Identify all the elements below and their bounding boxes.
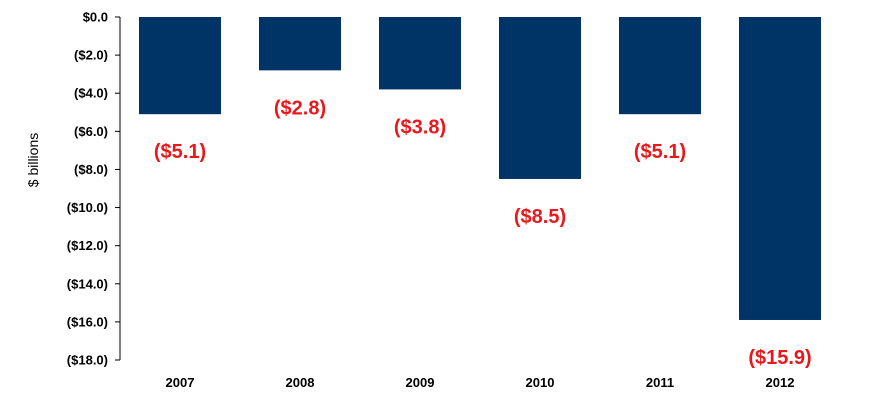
x-tick-label-2011: 2011 bbox=[646, 375, 674, 390]
x-tick-label-2010: 2010 bbox=[526, 375, 555, 390]
x-tick-label-2009: 2009 bbox=[406, 375, 435, 390]
bar-2008 bbox=[259, 17, 341, 71]
x-axis: 2007 2008 2009 2010 2011 2012 bbox=[166, 375, 795, 390]
bar-2012 bbox=[739, 17, 821, 320]
y-axis: $0.0 ($2.0) ($4.0) ($6.0) ($8.0) ($10.0) ($12.… bbox=[67, 10, 121, 368]
y-tick-label: ($10.0) bbox=[67, 200, 108, 215]
bar-2007 bbox=[139, 17, 221, 115]
x-tick-label-2007: 2007 bbox=[166, 375, 195, 390]
data-label-2010: ($8.5) bbox=[514, 206, 566, 228]
y-tick-label: ($18.0) bbox=[67, 353, 108, 368]
data-labels: ($5.1) ($2.8) ($3.8) ($8.5) ($5.1) ($15.9) bbox=[154, 97, 812, 369]
y-tick-label: ($8.0) bbox=[74, 162, 108, 177]
y-axis-label: $ billions bbox=[25, 133, 41, 187]
y-tick-label: ($16.0) bbox=[67, 314, 108, 329]
bars bbox=[139, 17, 821, 320]
data-label-2008: ($2.8) bbox=[274, 97, 326, 119]
data-label-2007: ($5.1) bbox=[154, 141, 206, 163]
bar-2011 bbox=[619, 17, 701, 115]
y-tick-label: ($6.0) bbox=[74, 124, 108, 139]
y-tick-label: ($12.0) bbox=[67, 238, 108, 253]
bar-2009 bbox=[379, 17, 461, 90]
y-tick-label: ($2.0) bbox=[74, 48, 108, 63]
data-label-2009: ($3.8) bbox=[394, 116, 446, 138]
y-tick-label: ($4.0) bbox=[74, 86, 108, 101]
y-tick-label: $0.0 bbox=[83, 10, 108, 25]
bar-2010 bbox=[499, 17, 581, 179]
x-tick-label-2012: 2012 bbox=[766, 375, 795, 390]
data-label-2012: ($15.9) bbox=[748, 347, 811, 369]
data-label-2011: ($5.1) bbox=[634, 141, 686, 163]
y-tick-label: ($14.0) bbox=[67, 276, 108, 291]
x-tick-label-2008: 2008 bbox=[286, 375, 315, 390]
